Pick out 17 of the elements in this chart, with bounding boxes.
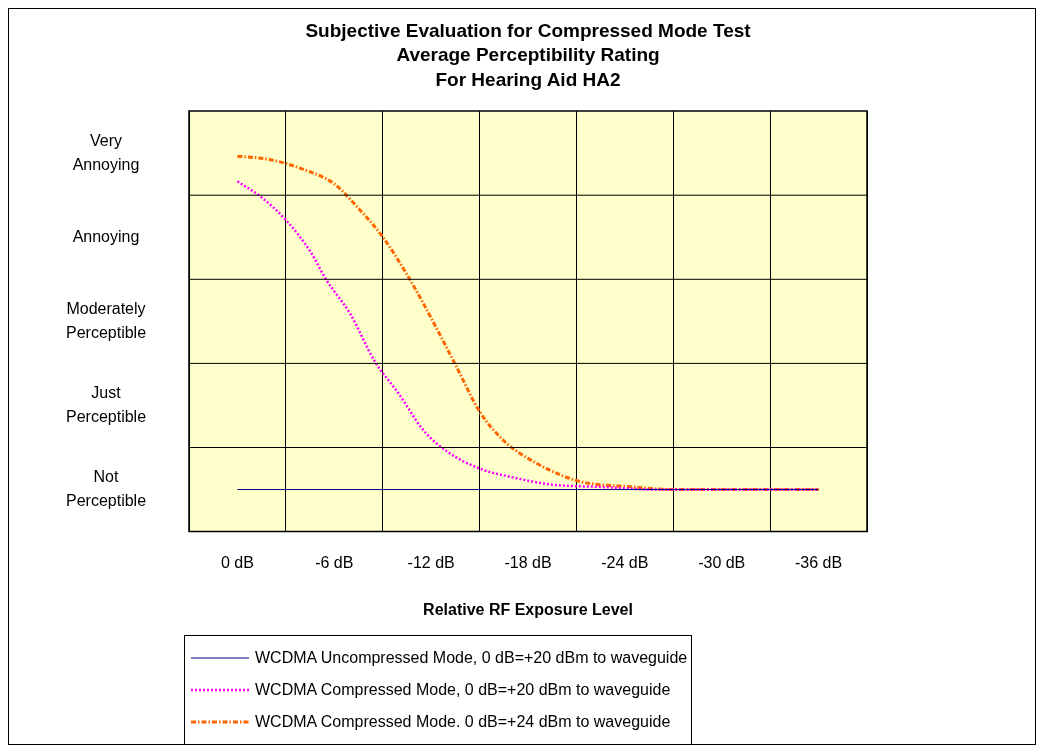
legend-label: WCDMA Compressed Mode. 0 dB=+24 dBm to waveguide xyxy=(255,713,671,731)
x-tick-label: 0 dB xyxy=(220,553,254,571)
x-tick-label: -36 dB xyxy=(795,553,843,571)
text: Moderately Perceptible xyxy=(65,299,147,341)
text: Very Annoying xyxy=(72,131,140,173)
x-tick-label: -18 dB xyxy=(504,553,552,571)
legend-label: WCDMA Uncompressed Mode, 0 dB=+20 dBm to waveguide xyxy=(255,649,688,667)
x-tick-label: -6 dB xyxy=(315,553,354,571)
x-tick-label: -30 dB xyxy=(698,553,746,571)
text: Not Perceptible xyxy=(65,467,147,509)
x-tick-label: -12 dB xyxy=(407,553,455,571)
x-axis-title: Relative RF Exposure Level xyxy=(423,600,633,618)
x-tick-label: -24 dB xyxy=(601,553,649,571)
chart-title: Subjective Evaluation for Compressed Mode Test Average Perceptibility Rating For Hearing Aid HA2 xyxy=(305,19,752,90)
legend-label: WCDMA Compressed Mode, 0 dB=+20 dBm to waveguide xyxy=(255,681,671,699)
text: Just Perceptible xyxy=(65,383,147,425)
text: Annoying xyxy=(72,227,140,245)
